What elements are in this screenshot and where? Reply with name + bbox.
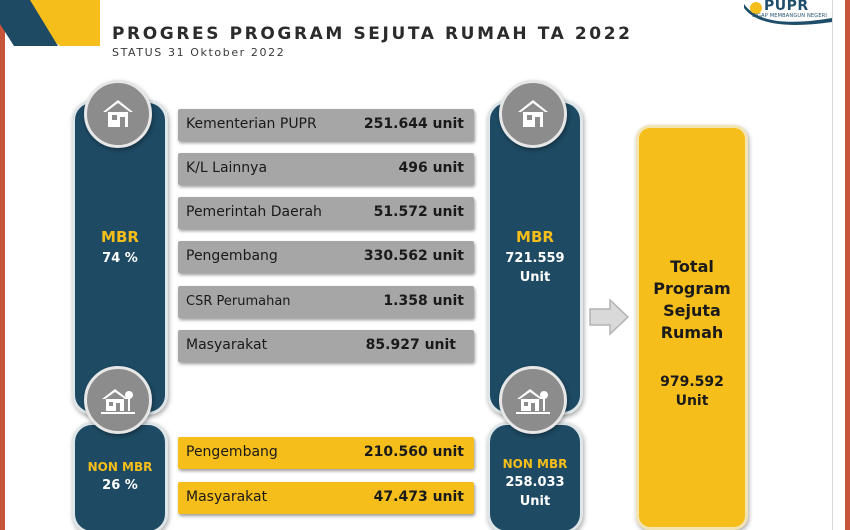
- pupr-logo-icon: [744, 2, 832, 25]
- row-name: K/L Lainnya: [186, 160, 268, 176]
- total-unit: Unit: [675, 393, 709, 409]
- row-value: 1.358 unit: [383, 293, 464, 309]
- non-mbr-row: Masyarakat 47.473 unit: [174, 478, 478, 518]
- total-value-block: 979.592 Unit: [639, 373, 745, 411]
- right-mbr-value: 721.559: [505, 251, 565, 266]
- corner-decoration: [0, 0, 100, 46]
- right-non-mbr-column: NON MBR 258.033 Unit: [487, 422, 583, 530]
- total-box: Total Program Sejuta Rumah 979.592 Unit: [636, 125, 748, 530]
- mbr-row: Kementerian PUPR 251.644 unit: [174, 105, 478, 145]
- row-name: Pemerintah Daerah: [186, 204, 322, 220]
- total-title-line: Rumah: [660, 323, 724, 342]
- row-name: Kementerian PUPR: [186, 116, 317, 132]
- row-value: 496 unit: [398, 160, 464, 176]
- right-mbr-house-circle: [499, 80, 567, 148]
- total-title-line: Sejuta: [663, 301, 721, 320]
- row-value: 330.562 unit: [363, 248, 464, 264]
- page-subtitle: STATUS 31 Oktober 2022: [112, 46, 286, 59]
- right-mbr-unit: Unit: [519, 270, 551, 285]
- left-non-mbr-percent: 26 %: [102, 478, 138, 493]
- right-mbr-column: MBR 721.559 Unit: [487, 100, 583, 415]
- house-icon: [103, 100, 133, 127]
- left-mbr-label: MBR: [101, 228, 139, 246]
- page-title: PROGRES PROGRAM SEJUTA RUMAH TA 2022: [112, 24, 633, 44]
- left-mbr-percent: 74 %: [102, 251, 138, 266]
- mbr-row: CSR Perumahan 1.358 unit: [174, 282, 478, 322]
- logo-name: PUPR: [764, 0, 809, 14]
- house-tree-icon: [101, 389, 135, 414]
- mbr-row: Masyarakat 85.927 unit: [174, 326, 478, 366]
- row-value: 210.560 unit: [363, 444, 464, 460]
- total-value: 979.592: [660, 374, 724, 390]
- right-mbr-label: MBR: [516, 228, 554, 246]
- mbr-row: Pengembang 330.562 unit: [174, 237, 478, 277]
- left-non-mbr-label: NON MBR: [87, 460, 153, 474]
- row-value: 51.572 unit: [373, 204, 464, 220]
- row-value: 85.927 unit: [365, 337, 456, 353]
- house-tree-icon: [516, 389, 550, 414]
- row-name: Masyarakat: [186, 337, 268, 353]
- non-mbr-row: Pengembang 210.560 unit: [174, 433, 478, 473]
- total-title-line: Program: [653, 279, 731, 298]
- right-non-mbr-label: NON MBR: [502, 457, 568, 471]
- frame-right-border: [845, 0, 850, 530]
- arrow-right-icon: [589, 298, 630, 336]
- row-name: CSR Perumahan: [186, 294, 291, 309]
- total-title: Total Program Sejuta Rumah: [639, 256, 745, 344]
- right-non-mbr-unit: Unit: [519, 494, 551, 509]
- row-name: Pengembang: [186, 248, 278, 264]
- total-title-line: Total: [670, 257, 714, 276]
- mbr-row: Pemerintah Daerah 51.572 unit: [174, 193, 478, 233]
- left-non-mbr-column: NON MBR 26 %: [72, 422, 168, 530]
- row-value: 47.473 unit: [373, 489, 464, 505]
- mbr-row: K/L Lainnya 496 unit: [174, 149, 478, 189]
- logo-tagline: SIGAP MEMBANGUN NEGERI: [752, 13, 828, 19]
- left-mbr-house-circle: [84, 80, 152, 148]
- row-value: 251.644 unit: [363, 116, 464, 132]
- row-name: Masyarakat: [186, 489, 268, 505]
- frame-left-border: [0, 0, 5, 530]
- frame-right-line: [832, 0, 833, 530]
- right-non-mbr-value: 258.033: [505, 475, 565, 490]
- house-icon: [518, 100, 548, 127]
- left-mbr-column: MBR 74 %: [72, 100, 168, 415]
- row-name: Pengembang: [186, 444, 278, 460]
- left-non-mbr-house-circle: [84, 366, 152, 434]
- right-non-mbr-house-circle: [499, 366, 567, 434]
